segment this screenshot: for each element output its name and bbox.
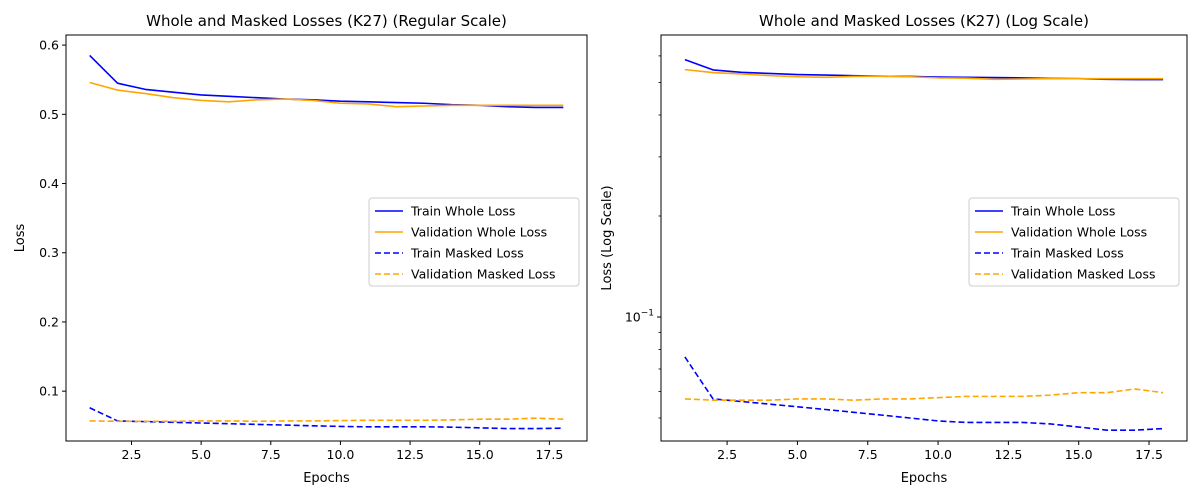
legend-label: Validation Whole Loss: [1011, 225, 1147, 240]
chart-title: Whole and Masked Losses (K27) (Log Scale…: [759, 12, 1089, 30]
series-line-3: [89, 407, 564, 430]
legend: Train Whole Loss Validation Whole Loss Tra…: [368, 197, 580, 287]
x-tick-label: 5.0: [787, 447, 807, 462]
x-tick-label: 7.5: [261, 447, 281, 462]
y-tick-label: 0.4: [39, 176, 59, 191]
x-tick-label: 17.5: [1135, 447, 1163, 462]
legend-label: Train Masked Loss: [1010, 246, 1124, 261]
y-tick-label: 0.2: [39, 314, 59, 329]
series-line-2: [89, 81, 564, 108]
y-tick-label: 0.5: [39, 107, 59, 122]
series-line-4: [684, 388, 1164, 401]
y-axis-label: Loss: [13, 224, 28, 253]
chart-title: Whole and Masked Losses (K27) (Regular S…: [146, 12, 507, 30]
series-line-1: [89, 54, 564, 109]
x-tick-label: 10.0: [327, 447, 355, 462]
legend-label: Train Whole Loss: [410, 204, 515, 219]
legend: Train Whole Loss Validation Whole Loss Tra…: [968, 197, 1180, 287]
y-tick-label: 10−1: [625, 308, 654, 324]
series-line-3: [684, 356, 1164, 431]
y-tick-label: 0.6: [39, 38, 59, 53]
x-tick-label: 15.0: [466, 447, 494, 462]
legend-label: Train Whole Loss: [1010, 204, 1115, 219]
legend-label: Train Masked Loss: [410, 246, 524, 261]
x-tick-label: 10.0: [924, 447, 952, 462]
legend-box: [368, 197, 580, 287]
x-axis-label: Epochs: [901, 471, 948, 486]
x-tick-label: 17.5: [535, 447, 563, 462]
x-tick-label: 2.5: [717, 447, 737, 462]
y-tick-label: 0.1: [39, 384, 59, 399]
chart-panel-2: Whole and Masked Losses (K27) (Log Scale…: [600, 12, 1188, 486]
legend-label: Validation Masked Loss: [1011, 267, 1155, 282]
series-line-4: [89, 417, 564, 423]
chart-panel-1: Whole and Masked Losses (K27) (Regular S…: [13, 12, 588, 486]
y-axis-label: Loss (Log Scale): [600, 185, 615, 290]
x-tick-label: 12.5: [396, 447, 424, 462]
x-tick-label: 2.5: [122, 447, 142, 462]
x-tick-label: 12.5: [994, 447, 1022, 462]
axes-frame: [65, 34, 588, 442]
x-axis-label: Epochs: [303, 471, 350, 486]
legend-label: Validation Whole Loss: [411, 225, 547, 240]
x-tick-label: 5.0: [191, 447, 211, 462]
x-tick-label: 15.0: [1065, 447, 1093, 462]
legend-box: [968, 197, 1180, 287]
series-line-2: [684, 68, 1164, 81]
axes-frame: [660, 34, 1188, 442]
legend-label: Validation Masked Loss: [411, 267, 555, 282]
x-tick-label: 7.5: [858, 447, 878, 462]
y-tick-label: 0.3: [39, 245, 59, 260]
